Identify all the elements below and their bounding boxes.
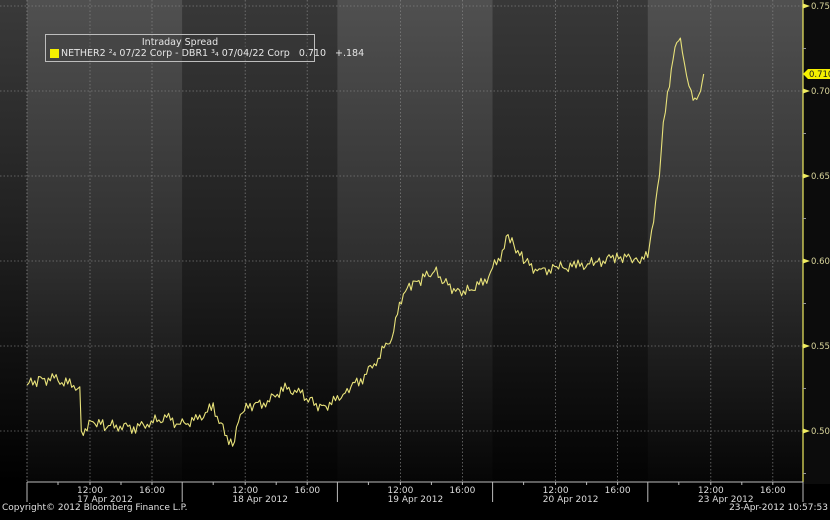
legend-entry: NETHER2 ²₄ 07/22 Corp - DBR1 ³₄ 07/04/22… (50, 48, 364, 59)
y-axis: 0.500 0.550 0.600 0.650 0.700 0.750 0.710 (802, 0, 830, 484)
legend-last-value: 0.710 (298, 48, 327, 59)
legend-change: +.184 (335, 48, 365, 59)
svg-text:0.710: 0.710 (809, 70, 830, 80)
svg-text:12:00: 12:00 (543, 486, 569, 496)
svg-text:12:00: 12:00 (698, 486, 724, 496)
svg-text:12:00: 12:00 (77, 486, 103, 496)
svg-text:12:00: 12:00 (232, 486, 258, 496)
svg-text:0.550: 0.550 (811, 342, 830, 352)
legend: Intraday Spread NETHER2 ²₄ 07/22 Corp - … (45, 34, 364, 62)
svg-text:16:00: 16:00 (605, 486, 631, 496)
svg-text:17 Apr 2012: 17 Apr 2012 (77, 495, 133, 505)
svg-text:16:00: 16:00 (139, 486, 165, 496)
svg-text:12:00: 12:00 (387, 486, 413, 496)
svg-text:16:00: 16:00 (449, 486, 475, 496)
svg-text:16:00: 16:00 (294, 486, 320, 496)
day-bands (0, 0, 830, 482)
copyright-text: Copyright© 2012 Bloomberg Finance L.P. (2, 503, 188, 513)
legend-swatch-icon (50, 49, 59, 58)
svg-text:19 Apr 2012: 19 Apr 2012 (388, 495, 444, 505)
legend-title: Intraday Spread (141, 37, 219, 48)
legend-series-label: NETHER2 ²₄ 07/22 Corp - DBR1 ³₄ 07/04/22… (61, 48, 290, 59)
svg-text:0.750: 0.750 (811, 2, 830, 12)
svg-text:20 Apr 2012: 20 Apr 2012 (543, 495, 599, 505)
svg-text:18 Apr 2012: 18 Apr 2012 (232, 495, 288, 505)
svg-text:0.600: 0.600 (811, 257, 830, 267)
svg-text:0.500: 0.500 (811, 427, 830, 437)
timestamp-text: 23-Apr-2012 10:57:53 (729, 503, 828, 513)
gridlines (0, 0, 803, 482)
svg-text:0.650: 0.650 (811, 172, 830, 182)
series-line (26, 37, 705, 447)
svg-text:16:00: 16:00 (760, 486, 786, 496)
svg-text:0.700: 0.700 (811, 87, 830, 97)
svg-text:23 Apr 2012: 23 Apr 2012 (698, 495, 754, 505)
